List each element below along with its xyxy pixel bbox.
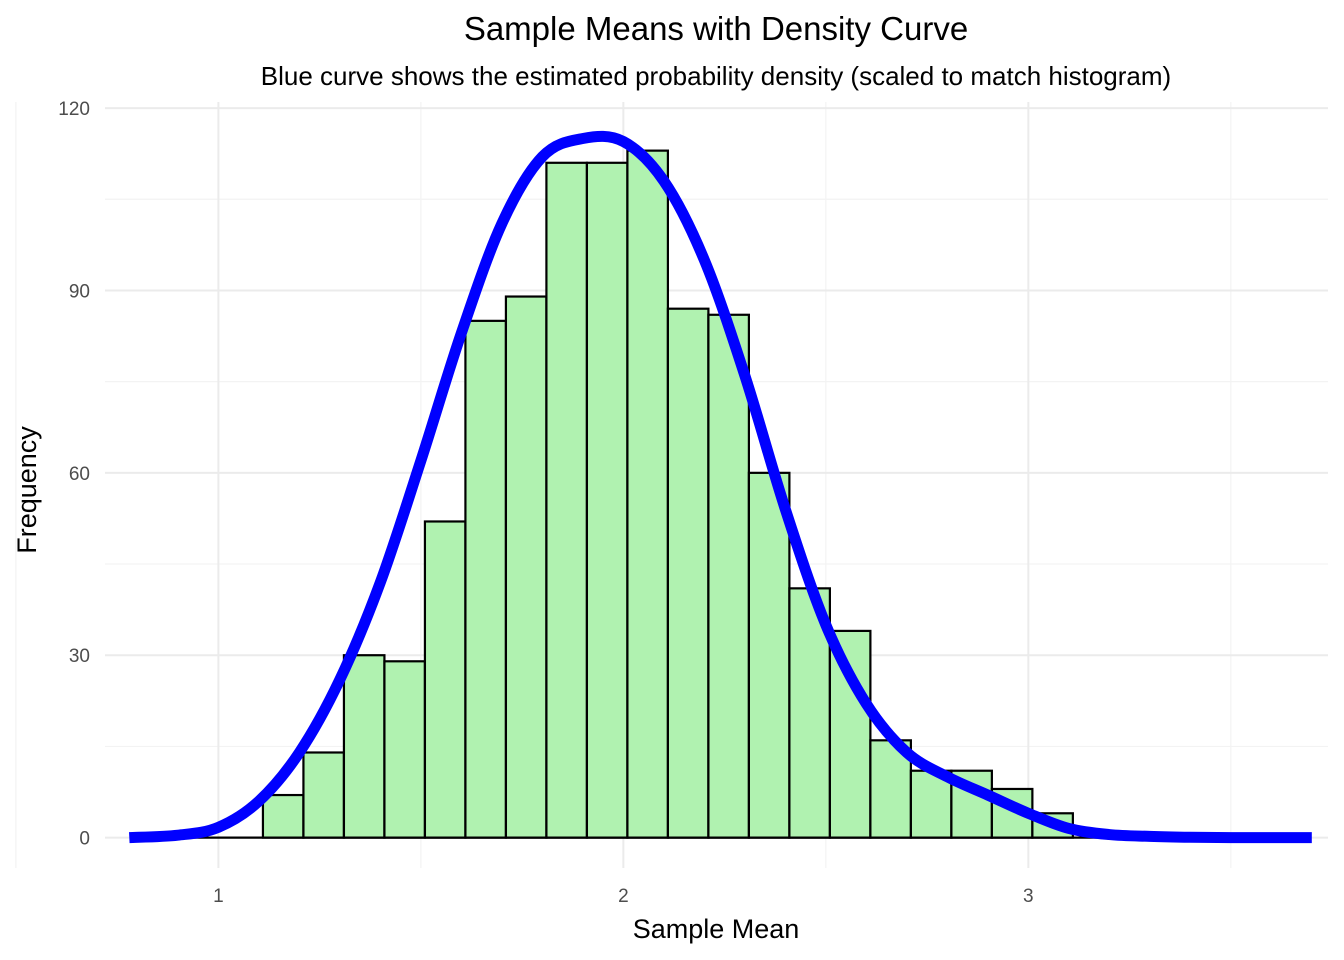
- density-curve-layer: [129, 130, 1312, 844]
- histogram-bar: [302, 751, 346, 839]
- y-tick-label: 60: [69, 464, 90, 485]
- y-axis-title: Frequency: [12, 426, 42, 554]
- y-tick-label: 30: [69, 646, 90, 667]
- histogram-bar: [423, 520, 467, 839]
- x-tick-label: 3: [1023, 886, 1034, 907]
- y-tick-label: 90: [69, 281, 90, 302]
- histogram-bar: [504, 295, 548, 839]
- y-axis-ticks: 0 30 60 90 120: [58, 99, 90, 850]
- histogram-bar: [585, 161, 629, 839]
- histogram-bars: [157, 149, 1276, 839]
- x-axis-ticks: 1 2 3: [213, 886, 1034, 907]
- x-tick-label: 1: [213, 886, 224, 907]
- histogram-bar: [545, 161, 589, 839]
- histogram-bar: [747, 471, 791, 839]
- y-tick-label: 120: [58, 99, 90, 120]
- x-axis-title: Sample Mean: [633, 914, 800, 944]
- histogram-bar: [342, 654, 386, 839]
- histogram-bar: [261, 793, 305, 839]
- histogram-bar: [707, 313, 750, 839]
- chart-title: Sample Means with Density Curve: [464, 10, 968, 47]
- density-curve: [129, 130, 1312, 844]
- histogram-bar: [383, 660, 427, 839]
- histogram-bar: [626, 149, 670, 839]
- histogram-bar: [464, 319, 508, 839]
- histogram-bar: [666, 307, 710, 839]
- y-tick-label: 0: [79, 829, 90, 850]
- chart-subtitle: Blue curve shows the estimated probabili…: [261, 61, 1171, 91]
- x-tick-label: 2: [618, 886, 629, 907]
- histogram-bar: [828, 629, 872, 839]
